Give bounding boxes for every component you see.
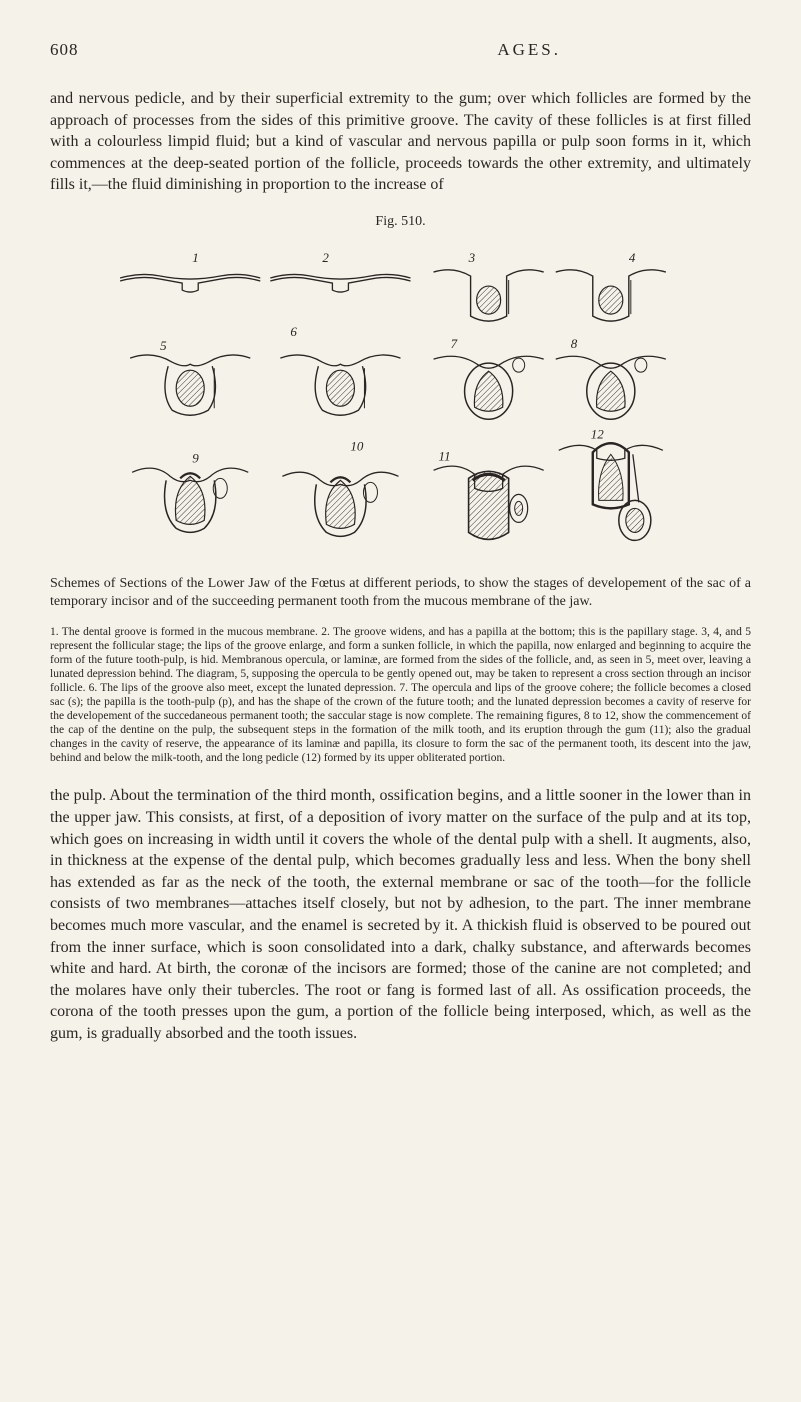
page-number: 608 <box>50 40 79 60</box>
svg-text:3: 3 <box>468 250 476 265</box>
svg-text:7: 7 <box>451 336 458 351</box>
svg-text:5: 5 <box>160 338 167 353</box>
svg-text:11: 11 <box>439 448 451 463</box>
svg-text:12: 12 <box>591 426 605 441</box>
svg-text:4: 4 <box>629 250 636 265</box>
section-title: AGES. <box>497 40 561 60</box>
svg-text:1: 1 <box>192 250 199 265</box>
paragraph-2: the pulp. About the termination of the t… <box>50 785 751 1044</box>
figure-footnote: 1. The dental groove is formed in the mu… <box>50 625 751 765</box>
figure-label: Fig. 510. <box>50 214 751 230</box>
svg-text:9: 9 <box>192 450 199 465</box>
figure-caption: Schemes of Sections of the Lower Jaw of … <box>50 575 751 611</box>
figure-510: 123456789101112 <box>50 244 751 554</box>
svg-text:2: 2 <box>322 250 329 265</box>
svg-text:8: 8 <box>571 336 578 351</box>
page-header: 608 AGES. <box>50 40 751 60</box>
svg-text:6: 6 <box>290 324 297 339</box>
svg-text:10: 10 <box>350 438 364 453</box>
paragraph-1: and nervous pedicle, and by their superf… <box>50 88 751 196</box>
